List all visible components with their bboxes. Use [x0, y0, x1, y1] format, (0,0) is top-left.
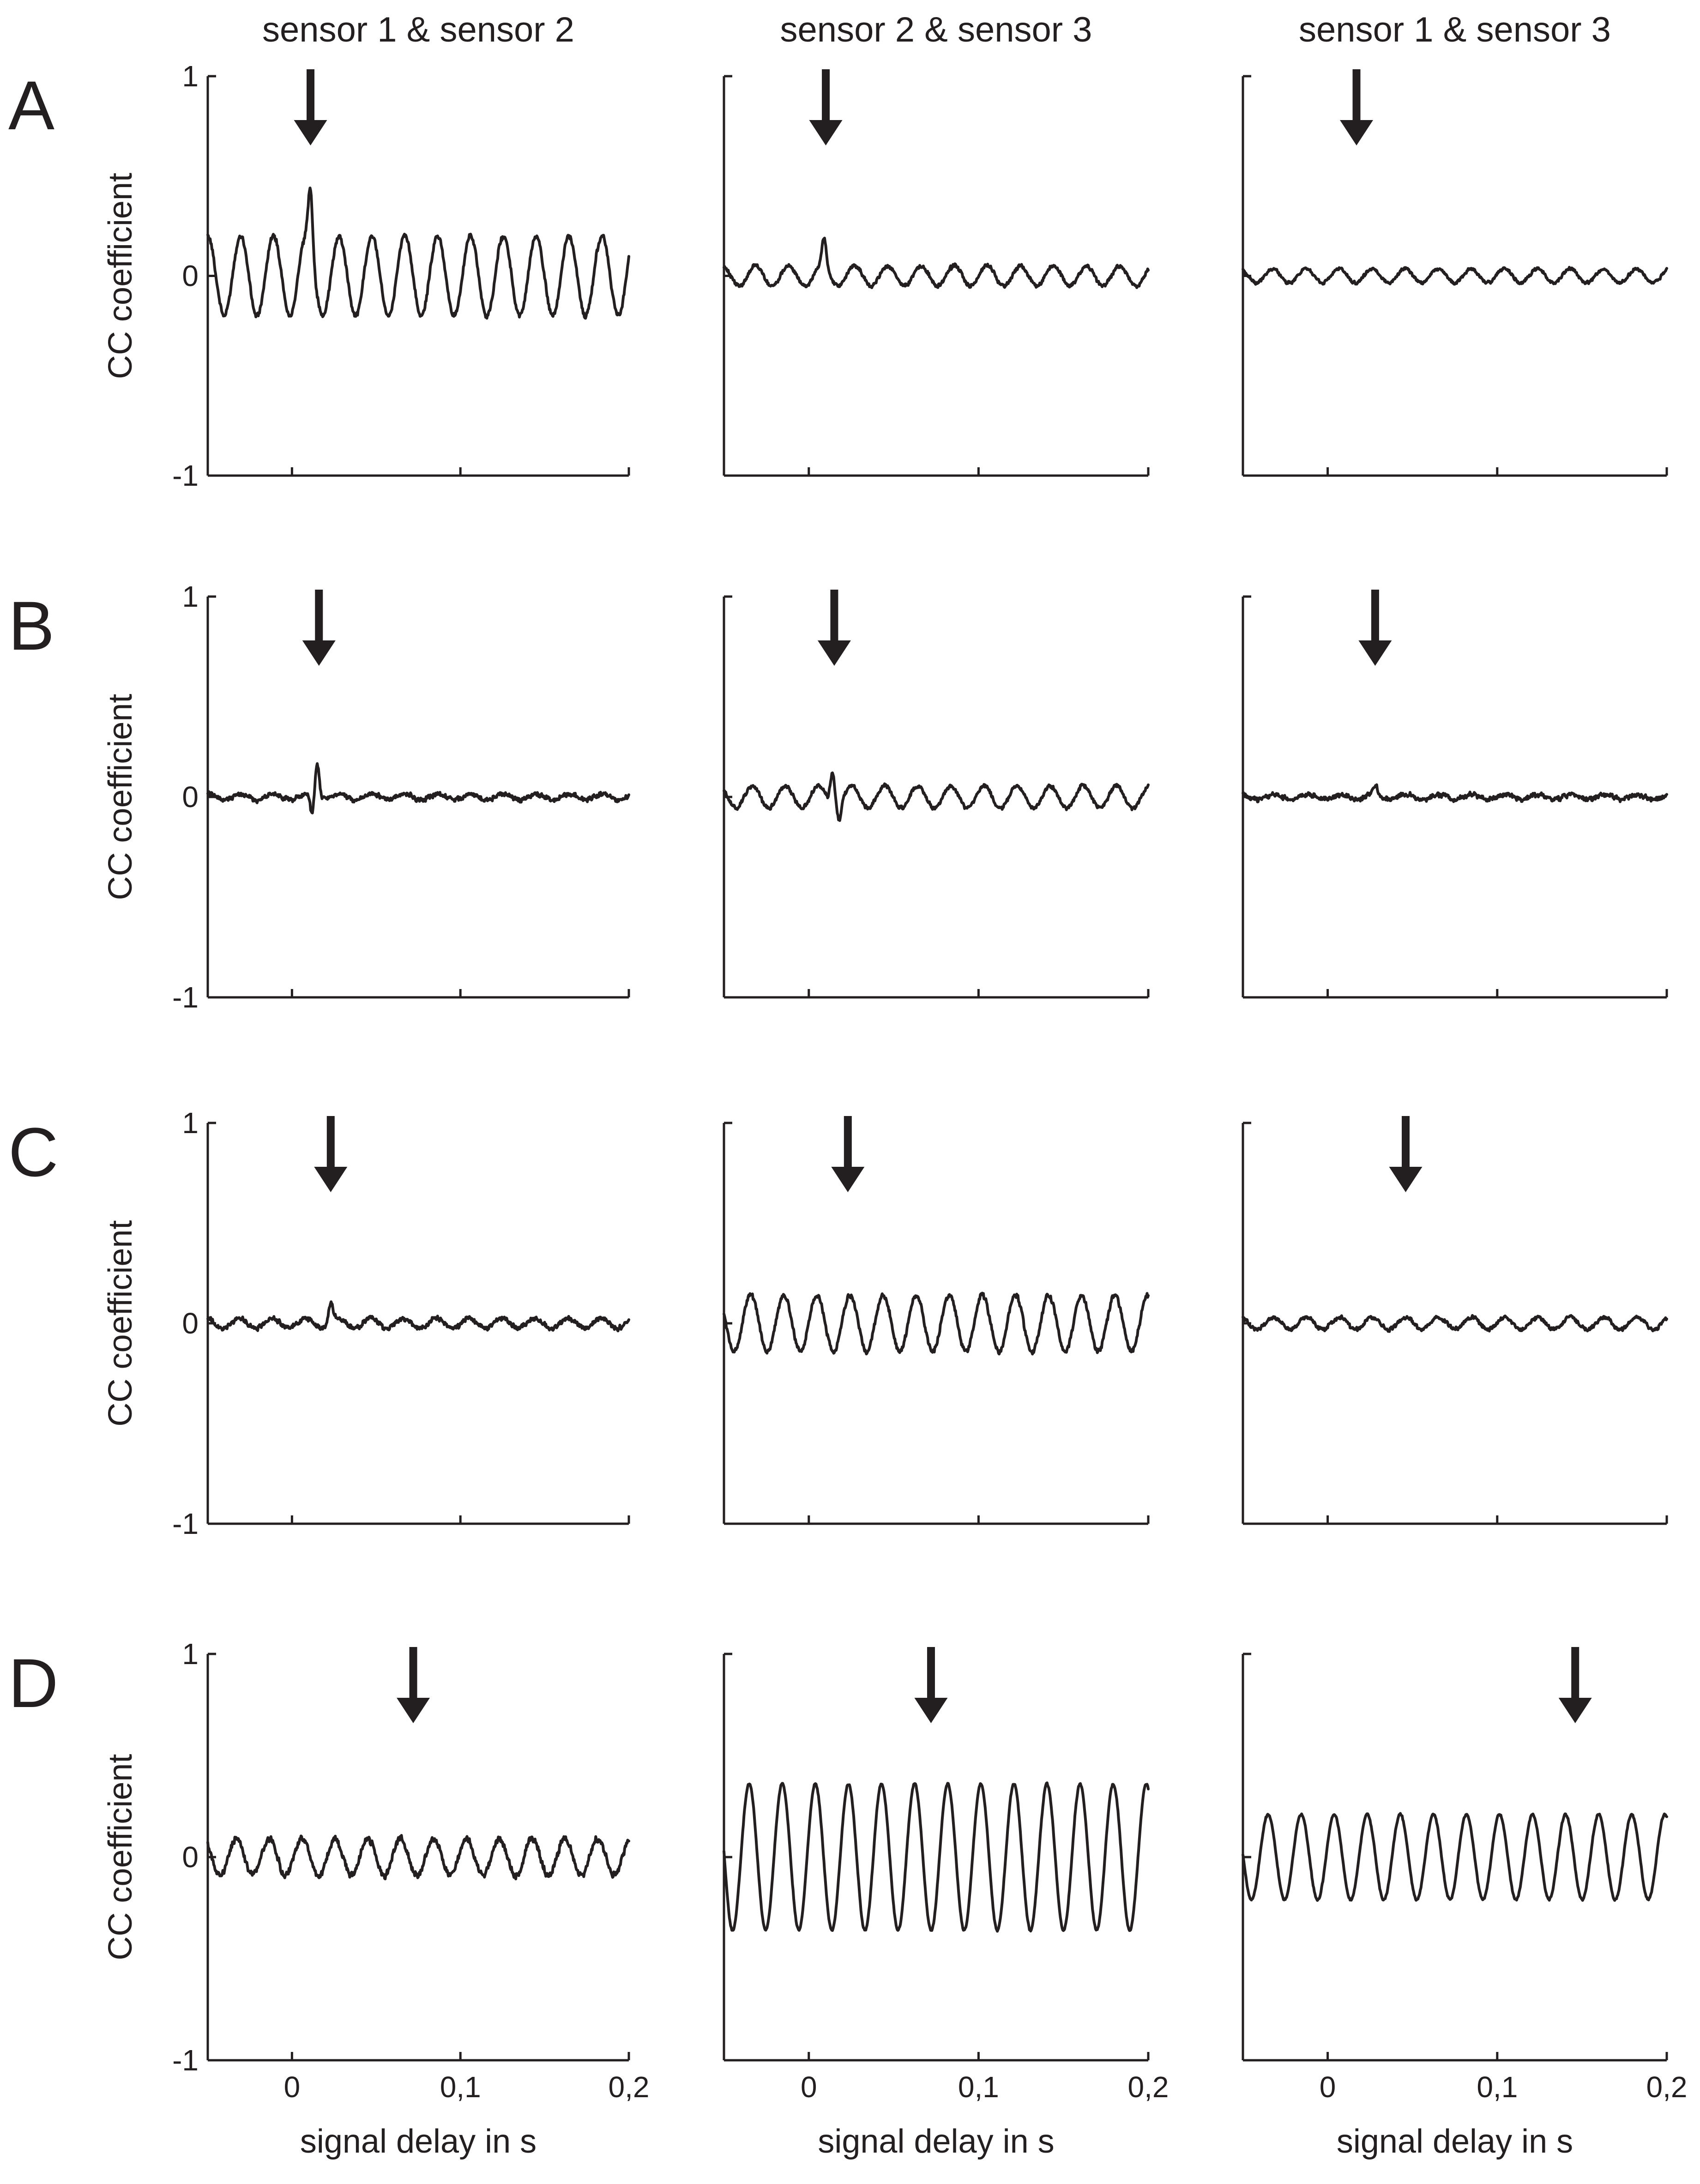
delay-arrow-marker — [809, 69, 843, 145]
cc-trace — [206, 187, 630, 320]
arrow-head — [914, 1698, 948, 1723]
column-title-sensor-1-2: sensor 1 & sensor 2 — [262, 10, 574, 49]
arrow-head — [397, 1698, 430, 1723]
delay-arrow-marker — [397, 1647, 430, 1723]
cc-trace — [1242, 1812, 1668, 1902]
y-tick-label: 0 — [182, 1307, 199, 1340]
arrow-head — [302, 640, 336, 666]
y-tick-label: 0 — [182, 1840, 199, 1874]
panel-a-1: 1 0 -1 CC coefficient — [102, 60, 630, 492]
panel-c-2 — [723, 1116, 1150, 1525]
delay-arrow-marker — [914, 1647, 948, 1723]
x-tick-label: 0 — [1320, 2070, 1336, 2104]
delay-arrow-marker — [1358, 590, 1392, 666]
y-tick-label: 1 — [182, 580, 199, 613]
column-title-sensor-2-3: sensor 2 & sensor 3 — [780, 10, 1092, 49]
arrow-head — [817, 640, 851, 666]
x-axis-label: signal delay in s — [300, 2123, 537, 2160]
delay-arrow-marker — [1558, 1647, 1592, 1723]
cc-trace — [206, 1300, 630, 1333]
delay-arrow-marker — [294, 69, 327, 145]
cc-trace — [723, 1781, 1150, 1933]
x-tick-label: 0 — [284, 2070, 301, 2104]
cc-trace — [1242, 265, 1668, 286]
cc-trace — [206, 1834, 630, 1881]
row-label-a: A — [8, 66, 54, 144]
delay-arrow-marker — [1389, 1116, 1423, 1192]
panel-d-1: 1 0 -1 0 0,1 0,2 signal delay in s CC coefficie… — [102, 1637, 649, 2160]
y-axis-label: CC coefficient — [102, 1754, 139, 1961]
panel-d-2: 0 0,1 0,2 signal delay in s — [723, 1647, 1169, 2160]
arrow-head — [809, 120, 843, 145]
y-tick-label: 1 — [182, 1106, 199, 1140]
x-tick-label: 0 — [801, 2070, 817, 2104]
delay-arrow-marker — [1340, 69, 1374, 145]
y-tick-label: -1 — [172, 981, 199, 1014]
column-title-sensor-1-3: sensor 1 & sensor 3 — [1299, 10, 1611, 49]
panel-a-3 — [1242, 69, 1668, 477]
y-tick-label: 0 — [182, 259, 199, 293]
x-axis-label: signal delay in s — [818, 2123, 1054, 2160]
row-label-b: B — [8, 587, 54, 664]
delay-arrow-marker — [314, 1116, 348, 1192]
panel-b-2 — [723, 590, 1150, 999]
x-tick-label: 0,1 — [958, 2070, 999, 2104]
x-tick-label: 0,1 — [440, 2070, 481, 2104]
x-tick-label: 0,1 — [1477, 2070, 1518, 2104]
y-axis-label: CC coefficient — [102, 1220, 139, 1427]
y-tick-label: 0 — [182, 780, 199, 814]
column-titles: sensor 1 & sensor 2 sensor 2 & sensor 3 … — [262, 10, 1611, 49]
row-label-d: D — [8, 1644, 58, 1722]
x-axis-label: signal delay in s — [1337, 2123, 1573, 2160]
delay-arrow-marker — [817, 590, 851, 666]
y-tick-label: -1 — [172, 1507, 199, 1540]
arrow-head — [1558, 1698, 1592, 1723]
x-tick-label: 0,2 — [1646, 2070, 1688, 2104]
cc-trace — [723, 1291, 1150, 1356]
x-tick-label: 0,2 — [1128, 2070, 1169, 2104]
y-axis-label: CC coefficient — [102, 694, 139, 900]
delay-arrow-marker — [831, 1116, 865, 1192]
arrow-head — [1340, 120, 1374, 145]
arrow-head — [831, 1167, 865, 1192]
panel-b-1: 1 0 -1 CC coefficient — [102, 580, 630, 1014]
y-axis-label: CC coefficient — [102, 173, 139, 379]
delay-arrow-marker — [302, 590, 336, 666]
panel-c-1: 1 0 -1 CC coefficient — [102, 1106, 630, 1540]
panel-c-3 — [1242, 1116, 1668, 1525]
cc-trace — [206, 762, 630, 814]
panel-a-2 — [723, 69, 1150, 477]
y-tick-label: -1 — [172, 459, 199, 492]
arrow-head — [1389, 1167, 1423, 1192]
y-tick-label: 1 — [182, 1637, 199, 1671]
arrow-head — [314, 1167, 348, 1192]
cc-trace — [723, 771, 1150, 822]
x-tick-label: 0,2 — [609, 2070, 650, 2104]
panel-d-3: 0 0,1 0,2 signal delay in s — [1242, 1647, 1688, 2160]
cc-trace — [723, 236, 1150, 290]
panel-b-3 — [1242, 590, 1668, 999]
row-label-c: C — [8, 1113, 58, 1191]
arrow-head — [1358, 640, 1392, 666]
y-tick-label: 1 — [182, 60, 199, 93]
cc-trace — [1242, 783, 1668, 803]
cc-trace — [1242, 1314, 1668, 1333]
y-tick-label: -1 — [172, 2044, 199, 2077]
arrow-head — [294, 120, 327, 145]
